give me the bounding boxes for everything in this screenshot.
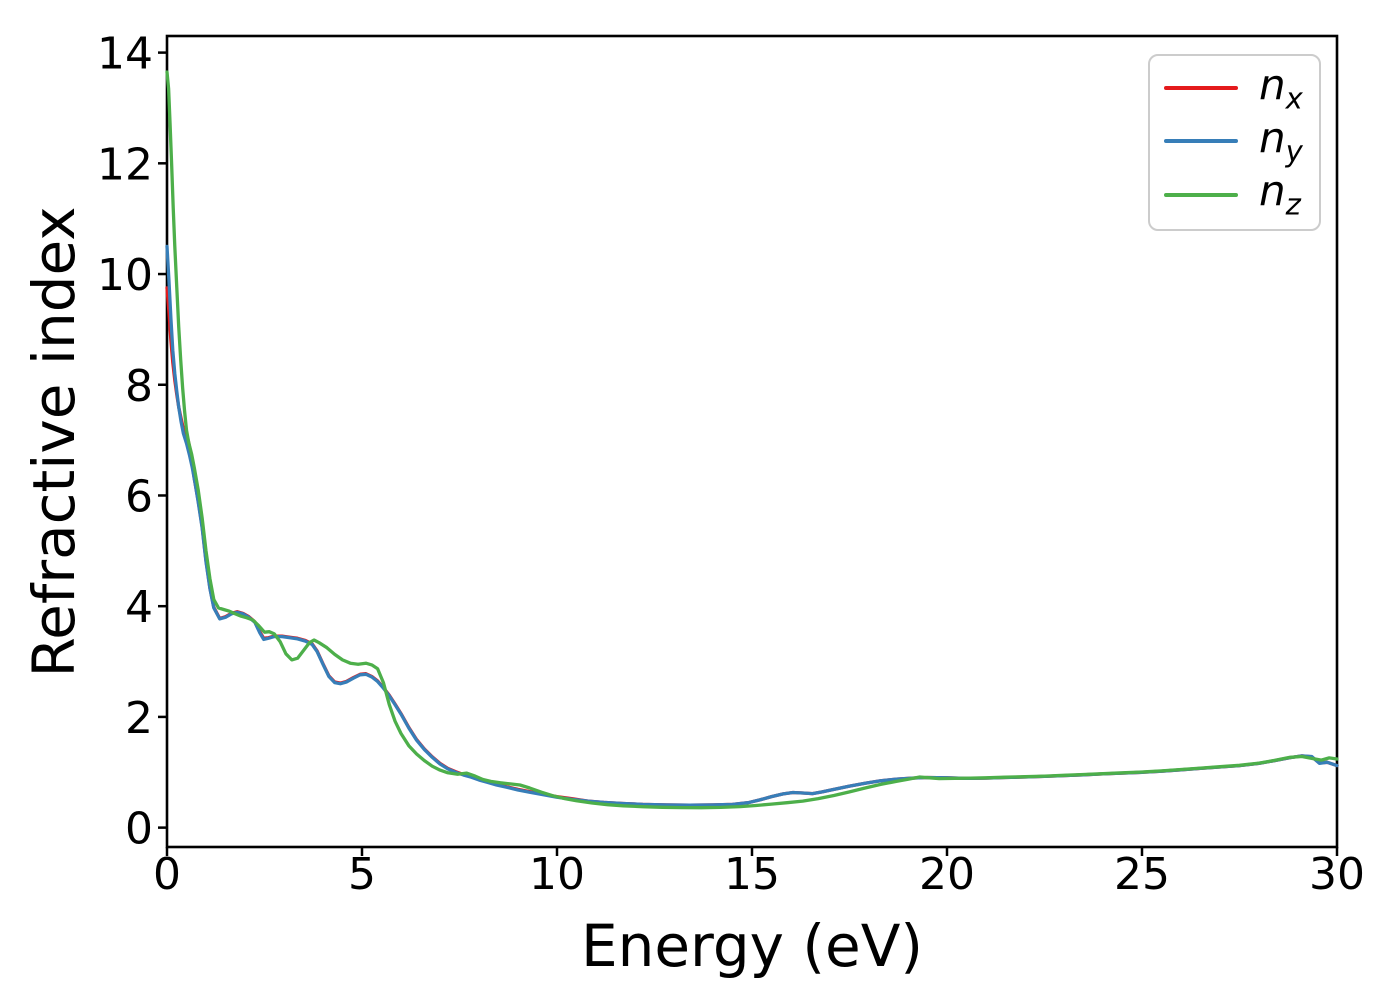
y-tick-label: 0 (125, 804, 153, 855)
x-tick-label: 15 (724, 849, 780, 900)
x-tick-label: 5 (348, 849, 376, 900)
legend-label-sub: x (1285, 81, 1303, 116)
y-tick-label: 14 (97, 29, 153, 80)
y-tick-label: 6 (125, 471, 153, 522)
y-tick-label: 8 (125, 361, 153, 412)
x-axis-label: Energy (eV) (581, 912, 923, 980)
x-tick-label: 30 (1309, 849, 1365, 900)
legend-swatch (1164, 86, 1238, 91)
y-axis-label: Refractive index (20, 206, 88, 677)
legend: nx ny nz (1148, 54, 1321, 231)
legend-label-base: n (1259, 112, 1286, 162)
legend-label-nx: nx (1259, 63, 1303, 116)
legend-label-nz: nz (1259, 169, 1301, 222)
legend-item-nx: nx (1164, 63, 1319, 116)
x-tick-label: 25 (1114, 849, 1170, 900)
series-line-ny (165, 244, 1339, 807)
legend-label-base: n (1259, 165, 1286, 215)
series-line-nz (165, 70, 1339, 810)
x-tick-label: 20 (919, 849, 975, 900)
legend-item-ny: ny (1164, 116, 1319, 169)
legend-swatch (1164, 139, 1238, 144)
legend-label-sub: z (1285, 187, 1301, 222)
series-line-nx (165, 286, 1339, 807)
x-tick-label: 0 (153, 849, 181, 900)
y-tick-label: 2 (125, 693, 153, 744)
x-tick-label: 10 (529, 849, 585, 900)
y-tick-label: 4 (125, 582, 153, 633)
legend-label-base: n (1259, 59, 1286, 109)
y-tick-label: 12 (97, 139, 153, 190)
legend-label-sub: y (1285, 134, 1303, 169)
plot-area (165, 34, 1339, 849)
legend-swatch (1164, 192, 1238, 197)
legend-label-ny: ny (1259, 116, 1303, 169)
legend-item-nz: nz (1164, 169, 1319, 222)
y-tick-label: 10 (97, 250, 153, 301)
